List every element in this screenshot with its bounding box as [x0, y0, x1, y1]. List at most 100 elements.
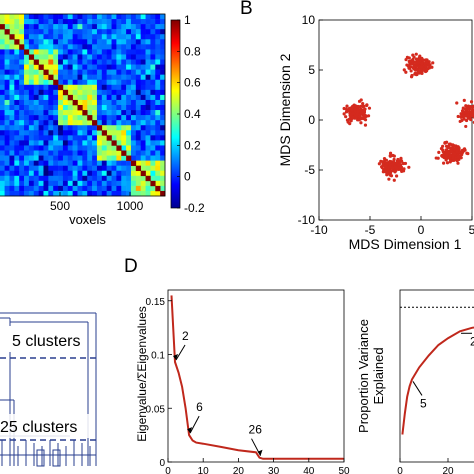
heatmap-cell: [33, 120, 39, 126]
heatmap-cell: [111, 64, 117, 70]
heatmap-cell: [150, 54, 156, 60]
heatmap-cell: [9, 94, 15, 101]
heatmap-cell: [150, 79, 156, 86]
heatmap-cell: [140, 190, 146, 197]
heatmap-cell: [33, 24, 39, 30]
heatmap-cell: [126, 130, 132, 136]
heatmap-cell: [160, 165, 166, 172]
heatmap-cell: [106, 54, 112, 60]
heatmap-cell: [4, 130, 10, 136]
heatmap-cell: [67, 105, 73, 111]
heatmap-cell: [28, 155, 35, 161]
heatmap-cell: [92, 89, 98, 96]
heatmap-cell: [53, 145, 59, 151]
heatmap-cell: [160, 54, 166, 60]
heatmap-cell: [145, 29, 151, 35]
heatmap-cell: [87, 29, 93, 35]
heatmap-diagonal-cell: [116, 145, 122, 151]
heatmap-cell: [24, 29, 30, 35]
heatmap-cell: [77, 190, 83, 197]
heatmap-cell: [145, 39, 151, 45]
heatmap-cell: [14, 150, 20, 156]
heatmap-cell: [38, 145, 44, 151]
heatmap-cell: [77, 185, 83, 192]
variance-x-tick-label: 0: [397, 466, 403, 474]
heatmap-cell: [53, 84, 59, 91]
scatter-point: [463, 107, 468, 111]
heatmap-cell: [155, 175, 161, 182]
scatter-point: [347, 108, 351, 112]
heatmap-cell: [67, 130, 73, 136]
heatmap-cell: [72, 49, 78, 55]
heatmap-cell: [126, 135, 132, 141]
scatter-point: [363, 123, 368, 127]
scatter-point: [388, 159, 392, 164]
heatmap-cell: [87, 180, 93, 187]
heatmap-cell: [38, 29, 44, 35]
heatmap-cell: [87, 84, 93, 91]
heatmap-cell: [101, 69, 107, 75]
heatmap-cell: [101, 59, 107, 65]
heatmap-cell: [140, 79, 146, 86]
heatmap-cell: [58, 94, 64, 101]
heatmap-cell: [24, 99, 30, 106]
heatmap-cell: [33, 84, 39, 91]
scatter-point: [357, 117, 361, 122]
heatmap-cell: [72, 54, 78, 60]
heatmap-cell: [58, 74, 64, 81]
scatter-point: [462, 148, 466, 152]
heatmap-cell: [140, 89, 146, 96]
heatmap-cell: [130, 125, 137, 131]
heatmap-cell: [150, 190, 156, 197]
heatmap-cell: [130, 145, 137, 151]
heatmap-cell: [28, 185, 35, 192]
heatmap-cell: [33, 150, 39, 156]
heatmap-cell: [145, 105, 151, 111]
variance-panel: 02040525CumuProportion VarianceExplained: [356, 289, 474, 474]
heatmap-cell: [77, 150, 83, 156]
heatmap-cell: [150, 110, 156, 116]
heatmap-cell: [14, 115, 20, 121]
heatmap-x-tick-label: 1000: [117, 199, 144, 213]
heatmap-cell: [14, 165, 20, 172]
heatmap-cell: [101, 165, 107, 172]
heatmap-cell: [38, 19, 44, 25]
heatmap-cell: [58, 165, 64, 172]
heatmap-cell: [82, 190, 88, 197]
heatmap-cell: [145, 155, 151, 161]
heatmap-cell: [67, 14, 73, 20]
heatmap-cell: [77, 19, 83, 25]
heatmap-cell: [160, 155, 166, 161]
scatter-point: [362, 115, 366, 119]
heatmap-cell: [48, 44, 54, 50]
heatmap-cell: [43, 185, 49, 192]
heatmap-cell: [140, 24, 146, 30]
heatmap-cell: [140, 54, 146, 60]
scatter-point: [459, 115, 463, 119]
heatmap-cell: [72, 160, 78, 166]
colorbar-tick-label: 0: [184, 170, 191, 184]
scatter-point: [469, 100, 474, 104]
heatmap-cell: [14, 180, 20, 187]
heatmap-cell: [24, 135, 30, 141]
heatmap-cell: [58, 175, 64, 182]
heatmap-cell: [9, 110, 15, 116]
heatmap-cell: [155, 79, 161, 86]
heatmap-cell: [101, 84, 107, 91]
heatmap-cell: [121, 89, 127, 96]
heatmap-cell: [135, 115, 141, 121]
heatmap-cell: [67, 34, 73, 40]
heatmap-cell: [130, 99, 137, 106]
scatter-point: [437, 150, 441, 154]
heatmap-cell: [111, 74, 117, 81]
heatmap-cell: [77, 135, 83, 141]
heatmap-cell: [160, 39, 166, 45]
heatmap-cell: [53, 120, 59, 126]
scatter-point: [423, 64, 428, 69]
heatmap-cell: [135, 140, 141, 146]
heatmap-cell: [116, 19, 122, 25]
heatmap-cell: [43, 54, 49, 60]
heatmap-cell: [24, 105, 30, 111]
heatmap-cell: [38, 165, 44, 172]
heatmap-cell: [82, 69, 88, 75]
